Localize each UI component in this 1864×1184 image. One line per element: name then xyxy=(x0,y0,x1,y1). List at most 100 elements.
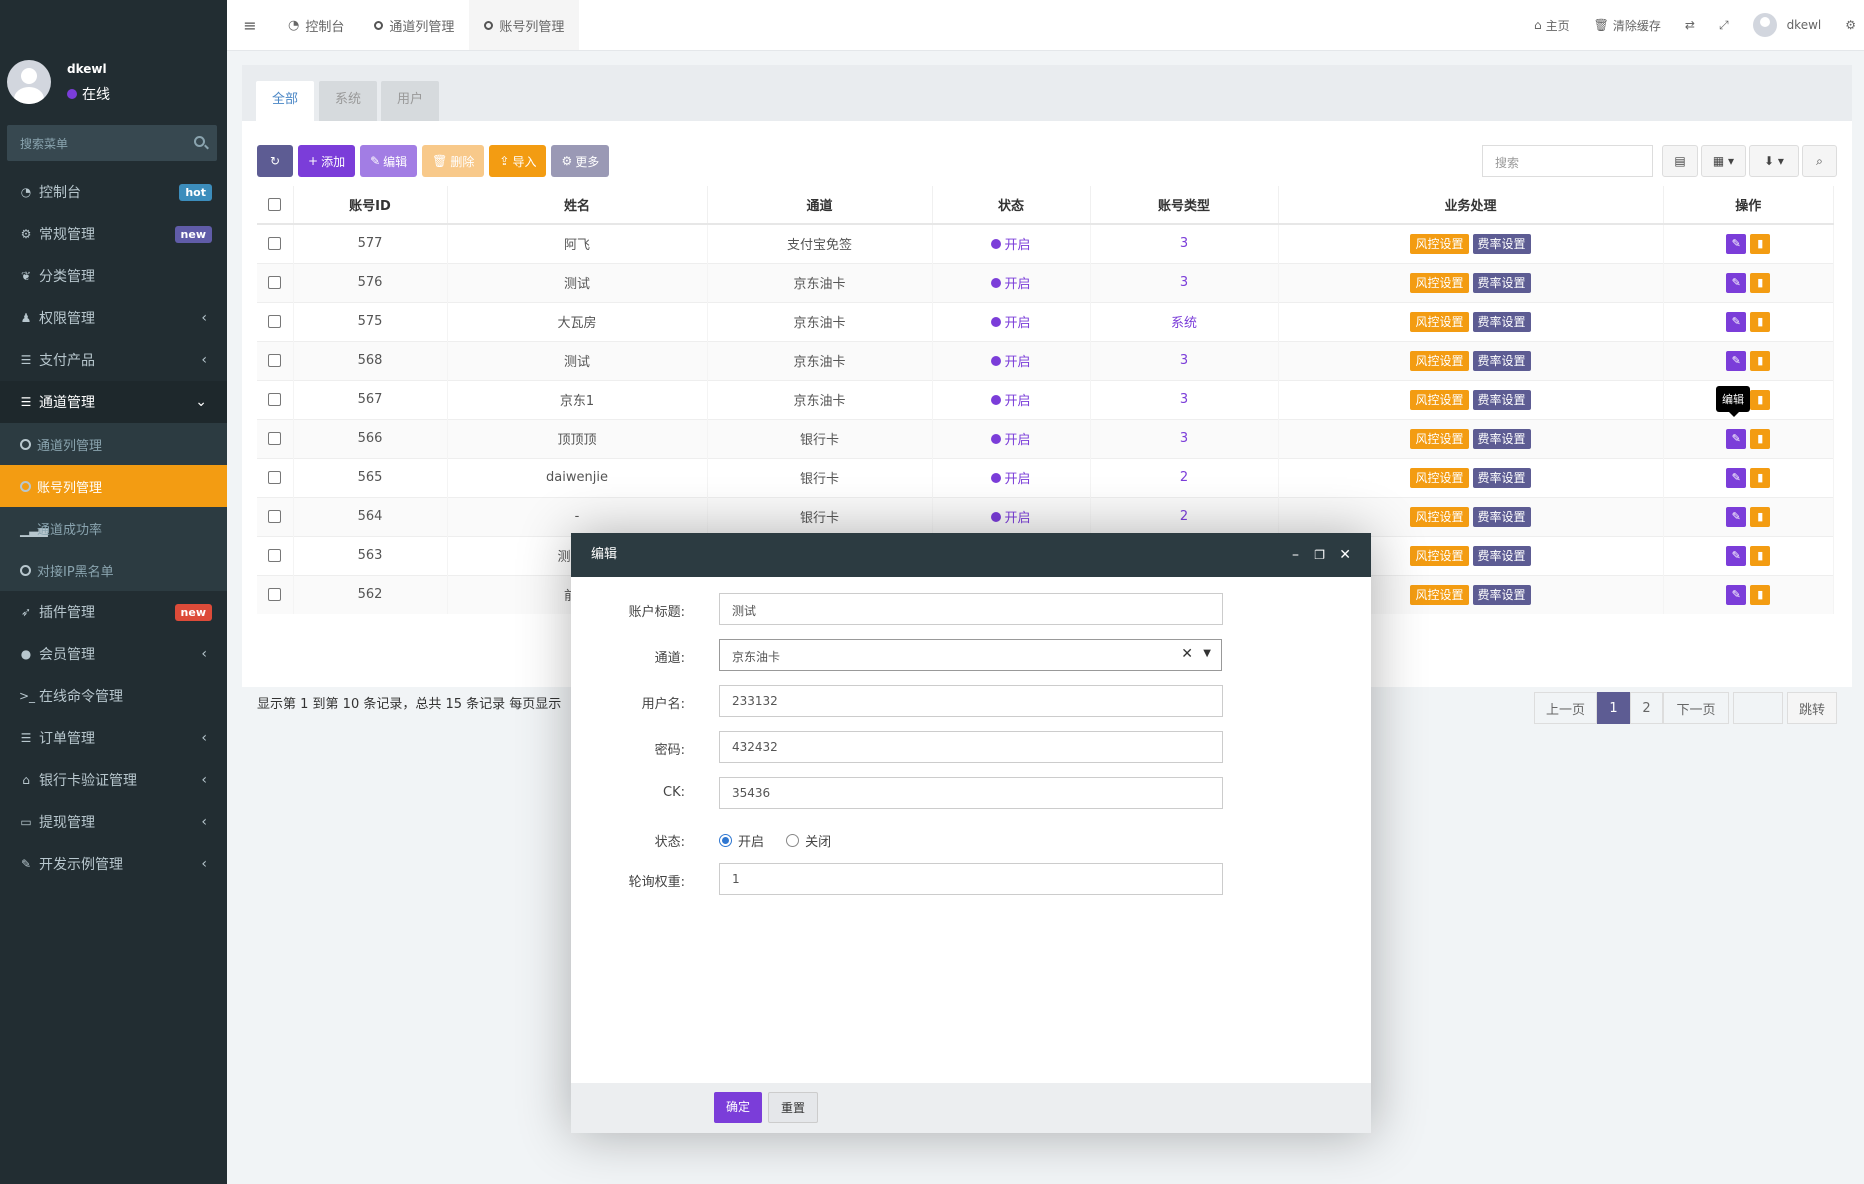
row-edit-button[interactable]: ✎ xyxy=(1726,233,1747,254)
tab-system[interactable]: 系统 xyxy=(319,81,377,121)
row-delete-button[interactable]: ▮ xyxy=(1750,233,1771,254)
username-input[interactable]: 233132 xyxy=(719,685,1223,717)
row-checkbox[interactable] xyxy=(268,237,282,251)
status-off-radio[interactable]: 关闭 xyxy=(786,831,831,850)
rate-settings-button[interactable]: 费率设置 xyxy=(1472,585,1531,606)
sidebar-item-dashboard[interactable]: ◔ 控制台 hot xyxy=(0,171,227,213)
rate-settings-button[interactable]: 费率设置 xyxy=(1472,390,1531,410)
column-header[interactable]: 操作 xyxy=(1663,186,1834,225)
row-delete-button[interactable]: ▮ xyxy=(1750,545,1771,566)
ck-input[interactable]: 35436 xyxy=(719,777,1223,809)
jump-button[interactable]: 跳转 xyxy=(1787,692,1837,724)
status-badge[interactable]: 开启 xyxy=(991,273,1030,292)
reset-button[interactable]: 重置 xyxy=(768,1092,819,1123)
more-button[interactable]: ⚙ 更多 xyxy=(551,145,610,177)
column-header[interactable]: 状态 xyxy=(932,186,1091,225)
row-delete-button[interactable]: ▮ xyxy=(1750,428,1771,449)
row-edit-button[interactable]: ✎ xyxy=(1726,467,1747,488)
menu-toggle-icon[interactable]: ≡ xyxy=(243,15,257,35)
row-checkbox[interactable] xyxy=(268,276,282,289)
rate-settings-button[interactable]: 费率设置 xyxy=(1472,546,1531,566)
risk-settings-button[interactable]: 风控设置 xyxy=(1410,429,1469,449)
home-link[interactable]: ⌂ 主页 xyxy=(1522,17,1582,34)
sidebar-item-channel[interactable]: ☰ 通道管理 ⌄ xyxy=(0,381,227,423)
sidebar-item-category[interactable]: ❦ 分类管理 xyxy=(0,255,227,297)
row-delete-button[interactable]: ▮ xyxy=(1750,389,1771,410)
risk-settings-button[interactable]: 风控设置 xyxy=(1410,234,1469,255)
row-edit-button[interactable]: ✎ xyxy=(1726,506,1747,527)
title-input[interactable]: 测试 xyxy=(719,593,1223,625)
page-2-button[interactable]: 2 xyxy=(1630,692,1663,724)
rate-settings-button[interactable]: 费率设置 xyxy=(1472,273,1531,293)
tab-user[interactable]: 用户 xyxy=(381,81,439,121)
search-icon[interactable] xyxy=(194,136,205,147)
refresh-button[interactable]: ↻ xyxy=(257,145,293,177)
status-badge[interactable]: 开启 xyxy=(991,468,1030,487)
status-badge[interactable]: 开启 xyxy=(991,312,1030,331)
row-checkbox[interactable] xyxy=(268,393,282,406)
risk-settings-button[interactable]: 风控设置 xyxy=(1410,468,1469,488)
row-checkbox[interactable] xyxy=(268,315,282,328)
channel-select[interactable]: 京东油卡 ✕ ▼ xyxy=(719,639,1222,671)
column-header[interactable]: 账号类型 xyxy=(1090,186,1279,225)
sidebar-item-general[interactable]: ⚙ 常规管理 new xyxy=(0,213,227,255)
chevron-down-icon[interactable]: ▼ xyxy=(1203,648,1211,659)
minimize-icon[interactable]: – xyxy=(1292,547,1299,563)
fullscreen-icon[interactable]: ⤢ xyxy=(1718,17,1729,32)
row-edit-button[interactable]: ✎ xyxy=(1726,350,1747,371)
menu-search-input[interactable]: 搜索菜单 xyxy=(7,125,217,161)
row-edit-button[interactable]: ✎ xyxy=(1726,272,1747,293)
row-checkbox[interactable] xyxy=(268,432,282,445)
rate-settings-button[interactable]: 费率设置 xyxy=(1472,507,1531,527)
risk-settings-button[interactable]: 风控设置 xyxy=(1410,507,1469,527)
row-edit-button[interactable]: ✎ xyxy=(1726,311,1747,332)
tab-all[interactable]: 全部 xyxy=(256,81,314,121)
sidebar-item-order[interactable]: ☰ 订单管理 ‹ xyxy=(0,717,227,759)
select-all-checkbox[interactable] xyxy=(268,198,282,211)
rate-settings-button[interactable]: 费率设置 xyxy=(1472,312,1531,332)
language-icon[interactable]: ⇄ xyxy=(1684,18,1695,32)
tab-dashboard[interactable]: ◔ 控制台 xyxy=(273,0,359,50)
weight-input[interactable]: 1 xyxy=(719,863,1223,895)
sidebar-item-channel-list[interactable]: 通道列管理 xyxy=(0,423,227,465)
clear-icon[interactable]: ✕ xyxy=(1181,646,1193,662)
row-delete-button[interactable]: ▮ xyxy=(1750,506,1771,527)
sidebar-item-ip-blacklist[interactable]: 对接IP黑名单 xyxy=(0,549,227,591)
risk-settings-button[interactable]: 风控设置 xyxy=(1410,351,1469,371)
jump-page-input[interactable] xyxy=(1733,692,1783,724)
status-badge[interactable]: 开启 xyxy=(991,507,1030,526)
row-checkbox[interactable] xyxy=(268,549,282,562)
user-menu[interactable]: dkewl xyxy=(1741,13,1834,37)
row-checkbox[interactable] xyxy=(268,471,282,484)
tab-channel-list[interactable]: 通道列管理 xyxy=(359,0,469,50)
confirm-button[interactable]: 确定 xyxy=(714,1092,763,1123)
risk-settings-button[interactable]: 风控设置 xyxy=(1410,390,1469,410)
add-button[interactable]: + 添加 xyxy=(298,145,356,177)
status-badge[interactable]: 开启 xyxy=(991,351,1030,370)
delete-button[interactable]: 🗑 删除 xyxy=(422,145,485,177)
risk-settings-button[interactable]: 风控设置 xyxy=(1410,546,1469,566)
column-header[interactable]: 账号ID xyxy=(293,186,448,225)
advanced-search-button[interactable]: ⌕ xyxy=(1802,145,1837,177)
row-delete-button[interactable]: ▮ xyxy=(1750,350,1771,371)
maximize-icon[interactable]: ❐ xyxy=(1314,548,1325,562)
export-button[interactable]: ⬇ ▾ xyxy=(1749,145,1799,177)
row-delete-button[interactable]: ▮ xyxy=(1750,467,1771,488)
sidebar-item-dev-example[interactable]: ✎ 开发示例管理 ‹ xyxy=(0,843,227,885)
column-header[interactable]: 通道 xyxy=(707,186,933,225)
row-edit-button[interactable]: ✎ xyxy=(1726,428,1747,449)
row-edit-button[interactable]: ✎ xyxy=(1726,545,1747,566)
status-on-radio[interactable]: 开启 xyxy=(719,831,764,850)
settings-icon[interactable]: ⚙ xyxy=(1845,18,1856,32)
risk-settings-button[interactable]: 风控设置 xyxy=(1410,312,1469,332)
rate-settings-button[interactable]: 费率设置 xyxy=(1472,234,1531,255)
edit-button[interactable]: ✎ 编辑 xyxy=(360,145,418,177)
column-header[interactable]: 业务处理 xyxy=(1278,186,1664,225)
row-checkbox[interactable] xyxy=(268,510,282,523)
prev-page-button[interactable]: 上一页 xyxy=(1534,692,1597,724)
page-1-button[interactable]: 1 xyxy=(1597,692,1630,724)
row-delete-button[interactable]: ▮ xyxy=(1750,311,1771,332)
sidebar-item-auth[interactable]: ♟ 权限管理 ‹ xyxy=(0,297,227,339)
clear-cache-button[interactable]: 🗑 清除缓存 xyxy=(1582,17,1673,34)
import-button[interactable]: ⇪ 导入 xyxy=(489,145,547,177)
